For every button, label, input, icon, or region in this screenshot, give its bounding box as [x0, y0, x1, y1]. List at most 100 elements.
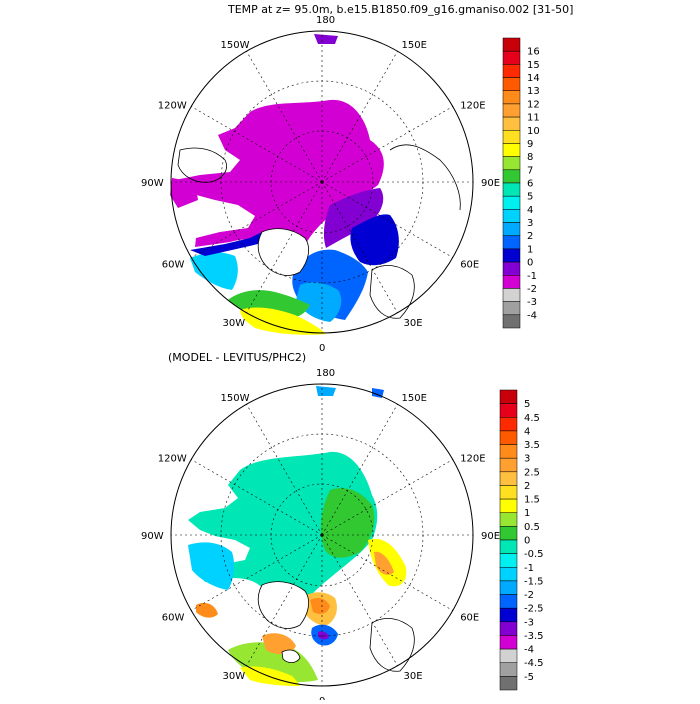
top-lon-label: 150E [402, 40, 427, 51]
bottom-field-warm-patch [262, 633, 296, 655]
top-colorbar-box [502, 156, 521, 171]
top-land-greenland [257, 228, 310, 276]
top-colorbar-label: 7 [527, 165, 533, 176]
top-colorbar-box [502, 130, 521, 144]
top-field-arctic-cold [175, 99, 384, 260]
top-colorbar-box [502, 248, 521, 263]
top-colorbar-label: 13 [527, 86, 540, 97]
top-colorbar-box [502, 235, 521, 250]
bottom-colorbar-label: 4.5 [524, 413, 540, 424]
bottom-lon-label: 90E [481, 531, 500, 542]
bottom-field-orange-eurasia [374, 551, 394, 575]
top-colorbar-box [502, 314, 521, 329]
top-colorbar-label: 14 [527, 73, 540, 84]
top-colorbar-label: 3 [527, 218, 533, 229]
bottom-lon-label: 120E [460, 454, 485, 465]
bottom-land-iceland [281, 649, 301, 664]
top-colorbar-label: 6 [527, 179, 533, 190]
bottom-map [170, 383, 474, 687]
bottom-colorbar-label: 5 [524, 399, 530, 410]
bottom-colorbar-label: -3 [524, 617, 534, 628]
bottom-field-nordic-hot [310, 598, 330, 614]
bottom-colorbar-box [499, 635, 518, 650]
top-colorbar-box [502, 169, 521, 184]
top-colorbar-label: -2 [527, 284, 537, 295]
bottom-field-zero-region [320, 488, 375, 558]
top-colorbar-box [502, 77, 521, 91]
top-colorbar-box [502, 288, 521, 302]
top-colorbar-box [502, 195, 521, 210]
bottom-colorbar-box [499, 662, 518, 677]
bottom-colorbar-box [499, 403, 518, 418]
top-colorbar-label: 11 [527, 113, 540, 124]
bottom-lon-label: 150E [402, 393, 427, 404]
bottom-colorbar-box [499, 648, 518, 663]
bottom-colorbar-label: -0.5 [524, 549, 544, 560]
top-colorbar-label: 12 [527, 99, 540, 110]
top-land-scandinavia [369, 265, 415, 319]
bottom-colorbar-label: 1 [524, 508, 530, 519]
bottom-colorbar-box [499, 471, 518, 486]
top-land-siberia [389, 144, 461, 211]
top-colorbar-label: 8 [527, 152, 533, 163]
bottom-colorbar-label: 4 [524, 426, 530, 437]
top-lon-label: 0 [319, 343, 325, 354]
bottom-lon-label: 0 [319, 696, 325, 700]
top-title: TEMP at z= 95.0m, b.e15.B1850.f09_g16.gm… [227, 3, 573, 16]
bottom-lon-label: 30E [404, 671, 423, 682]
top-field-yellow-sea [240, 307, 326, 335]
bottom-colorbar-box [499, 553, 518, 568]
top-lon-label: 120E [460, 101, 485, 112]
bottom-land-greenland [257, 581, 310, 629]
bottom-colorbar-box [499, 621, 518, 636]
bottom-colorbar-label: -2.5 [524, 604, 544, 615]
bottom-colorbar-box [499, 444, 518, 459]
top-colorbar-label: 0 [527, 258, 533, 269]
top-colorbar-label: 1 [527, 244, 533, 255]
bottom-colorbar-label: -3.5 [524, 631, 544, 642]
top-field-bering [314, 34, 338, 44]
bottom-lon-label: 30W [223, 671, 246, 682]
bottom-colorbar-box [499, 430, 518, 445]
top-lon-labels: 180 150E 120E 90E 60E 30E 0 30W 60W 90W 120W 150W [141, 15, 500, 354]
bottom-land-scandinavia [369, 618, 415, 672]
bottom-colorbar-box [499, 539, 518, 554]
top-colorbar-label: 10 [527, 126, 540, 137]
top-field-2-4 [296, 282, 342, 322]
top-lon-label: 180 [316, 15, 335, 26]
bottom-colorbar-label: 2.5 [524, 467, 540, 478]
top-colorbar-box [502, 222, 521, 236]
bottom-title: (MODEL - LEVITUS/PHC2) [168, 351, 306, 364]
top-lon-label: 90E [481, 178, 500, 189]
bottom-field-nordic-core [318, 631, 329, 640]
bottom-colorbar: 5 4.5 4 3.5 3 2.5 2 1.5 1 0.5 0 -0.5 -1 -1.5 -2 -2.5 -3 -… [499, 389, 544, 691]
bottom-colorbar-box [499, 457, 518, 473]
top-lon-label: 60W [162, 260, 185, 271]
top-colorbar-box [502, 116, 521, 131]
top-colorbar-label: -3 [527, 297, 537, 308]
top-lon-label: 60E [460, 260, 479, 271]
bottom-lon-label: 60W [162, 613, 185, 624]
top-colorbar-label: -4 [527, 310, 537, 321]
bottom-lon-label: 180 [316, 368, 335, 379]
top-lon-label: 30E [404, 318, 423, 329]
top-lon-label: 90W [141, 178, 164, 189]
top-colorbar-label: 15 [527, 60, 540, 71]
bottom-colorbar-box [499, 417, 518, 432]
top-colorbar-box [502, 143, 521, 157]
bottom-lon-label: 150W [221, 393, 250, 404]
bottom-colorbar-label: -4.5 [524, 658, 544, 669]
bottom-field-60w-warm [196, 602, 218, 618]
top-colorbar-box [502, 64, 521, 78]
bottom-colorbar-box [499, 607, 518, 623]
bottom-colorbar-label: -1 [524, 563, 534, 574]
bottom-lon-labels: 180 150E 120E 90E 60E 30E 0 30W 60W 90W 120W 150W [141, 368, 500, 704]
bottom-colorbar-label: 0 [524, 536, 530, 547]
bottom-colorbar-label: 3.5 [524, 440, 540, 451]
bottom-lon-label: 120W [158, 454, 187, 465]
top-colorbar-box [502, 50, 521, 65]
top-colorbar-box [502, 90, 521, 105]
